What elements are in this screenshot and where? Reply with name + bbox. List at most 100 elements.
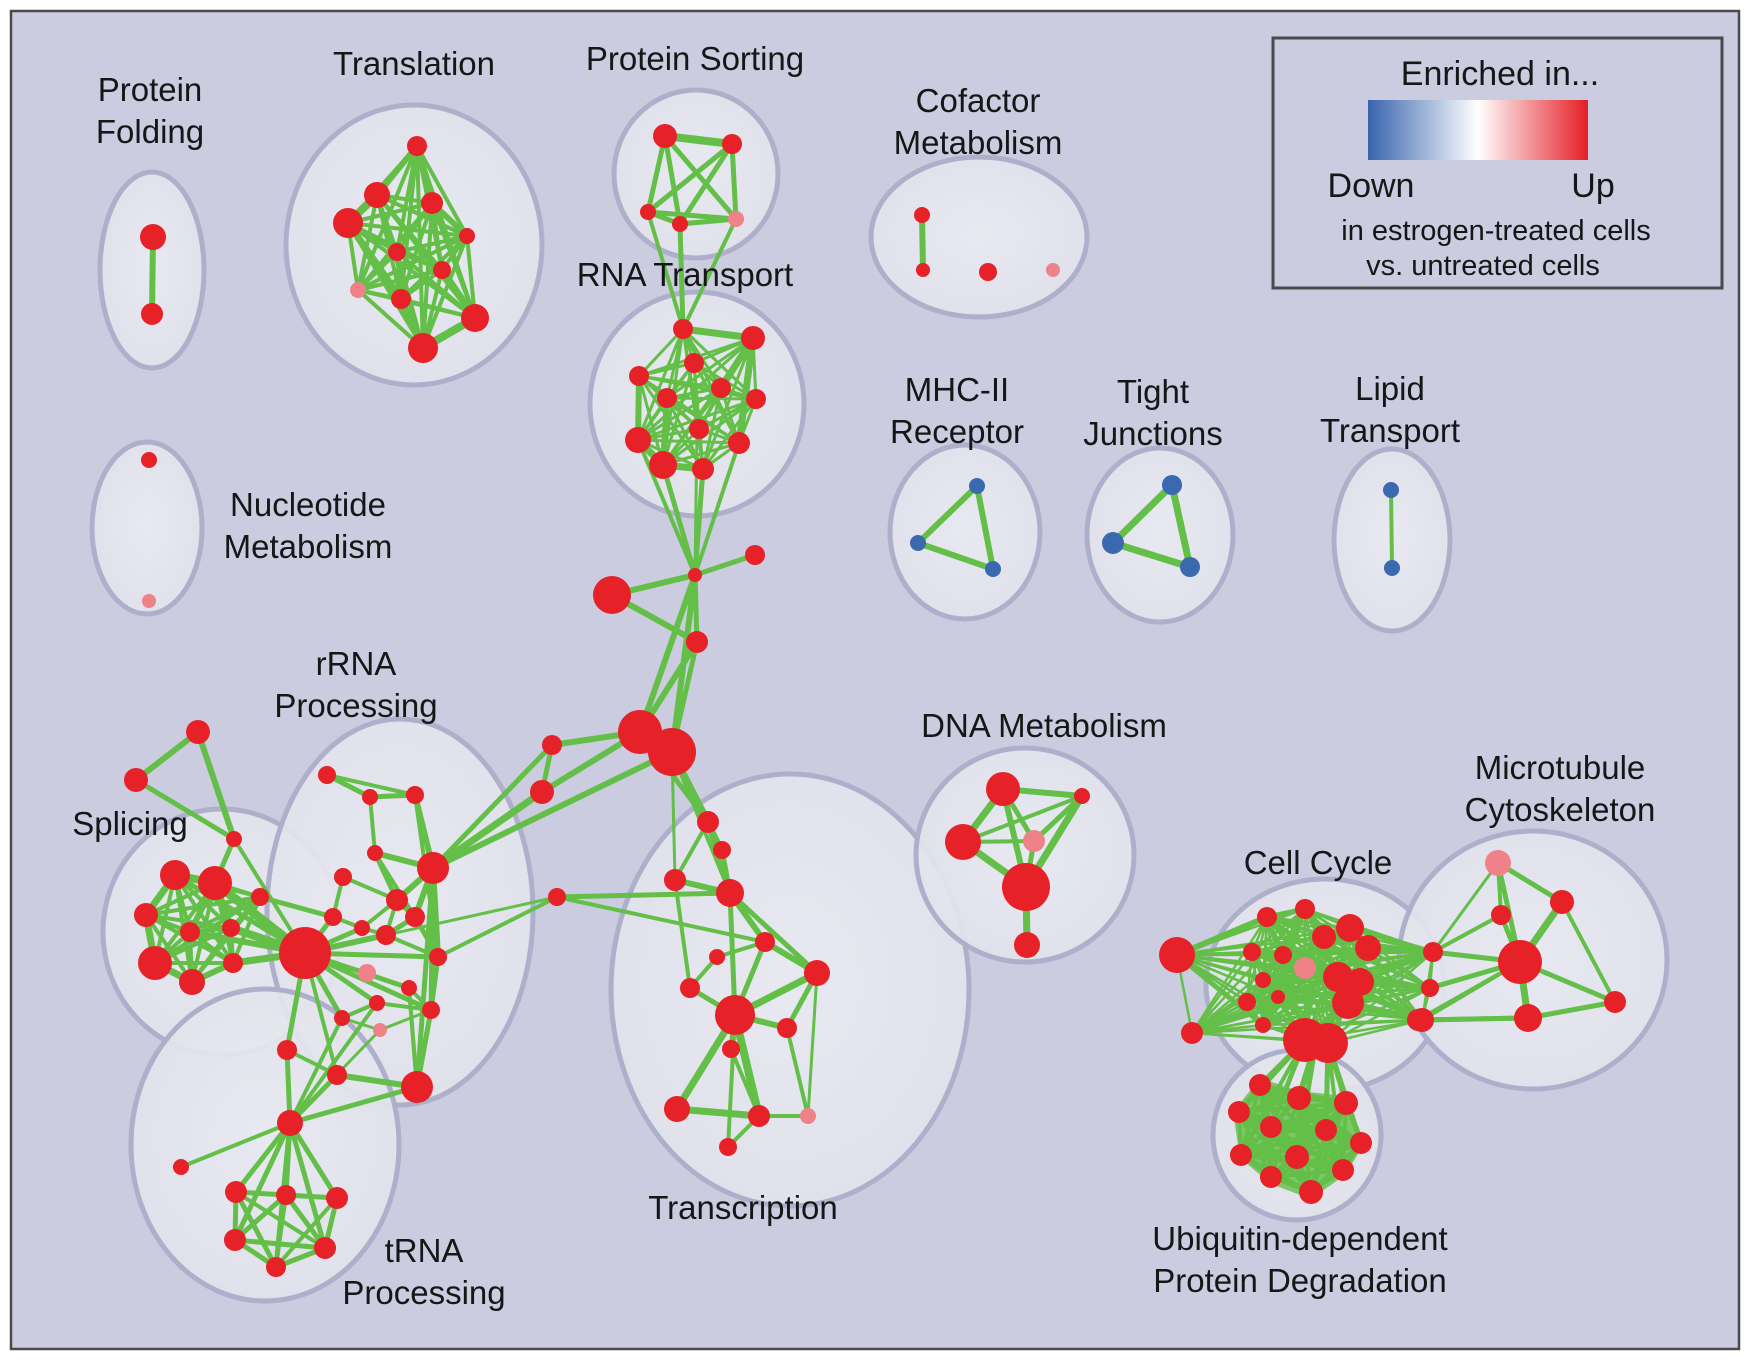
gene-set-node-translation <box>407 136 427 156</box>
edge-rrna-processing <box>414 865 436 1090</box>
edge-mhc-ii-receptor <box>915 483 980 546</box>
cluster-label-cofactor-metabolism: Metabolism <box>894 124 1063 161</box>
gene-set-node-transcription <box>715 995 755 1035</box>
edge-cell-cycle <box>1190 915 1269 1035</box>
cluster-label-tight-junctions: Tight <box>1117 373 1189 410</box>
inter-cluster-edge <box>407 986 419 1089</box>
gene-set-node-cell-cycle <box>1159 937 1195 973</box>
gene-set-node-microtubule-cytoskeleton <box>1407 1009 1429 1031</box>
gene-set-node-transcription <box>755 932 775 952</box>
edge-protein-sorting <box>662 133 683 227</box>
gene-set-node-tight-junctions <box>1180 557 1200 577</box>
cluster-labels-layer: Protein Folding Translation Protein Sorting… <box>72 40 1655 1311</box>
edge-translation <box>344 219 405 303</box>
edge-tight-junctions <box>1168 481 1194 571</box>
inter-cluster-edge <box>288 1001 379 1125</box>
gene-set-node-ubiquitin-degradation <box>1350 1132 1372 1154</box>
gene-set-node-rrna-processing <box>376 925 396 945</box>
gene-set-node-lipid-transport <box>1383 482 1399 498</box>
gene-set-node-rrna-processing <box>367 845 383 861</box>
gene-set-node-trna-processing <box>173 1159 189 1175</box>
edge-translation <box>356 144 419 292</box>
gene-set-node-splicing <box>180 922 200 942</box>
gene-set-node-rna-transport <box>657 388 677 408</box>
cluster-label-ubiquitin-degradation: Ubiquitin-dependent <box>1152 1220 1447 1257</box>
gene-set-node-translation <box>408 333 438 363</box>
edge-cell-cycle <box>1261 1018 1424 1027</box>
gene-set-node-trna-processing <box>224 1229 246 1251</box>
gene-set-node-rna-transport <box>673 319 693 339</box>
edge-cofactor-metabolism <box>919 212 926 273</box>
gene-set-node-transcription <box>722 1040 740 1058</box>
gene-set-node-rna-transport <box>728 432 750 454</box>
gene-set-node-rna-transport <box>689 419 709 439</box>
gene-set-node-trna-processing <box>225 1181 247 1203</box>
edge-mhc-ii-receptor <box>974 483 996 572</box>
edge-protein-sorting <box>645 133 668 215</box>
gene-set-node-dna-metabolism <box>1002 863 1050 911</box>
gene-set-node-rrna-processing <box>417 852 449 884</box>
edge-transcription <box>727 890 820 976</box>
gene-set-node-translation <box>421 192 443 214</box>
edge-translation <box>356 268 444 292</box>
gene-set-node-rna-transport <box>684 353 704 373</box>
gene-set-node-rrna-processing <box>401 1071 433 1103</box>
edge-protein-sorting <box>729 141 739 222</box>
gene-set-node-ubiquitin-degradation <box>1332 1159 1354 1181</box>
cluster-label-rrna-processing: rRNA <box>316 645 397 682</box>
gene-set-node-rrna-processing <box>373 1023 387 1037</box>
gene-set-node-cell-cycle <box>1332 987 1364 1019</box>
gene-set-node-splicing <box>251 888 269 906</box>
edge-translation <box>395 250 477 320</box>
gene-set-node-ubiquitin-degradation <box>1299 1180 1323 1204</box>
gene-set-node-ubiquitin-degradation <box>1260 1116 1282 1138</box>
edge-ubiquitin-degradation <box>1269 1141 1363 1179</box>
gene-set-node-transcription <box>777 1018 797 1038</box>
gene-set-node-transcription <box>709 949 725 965</box>
edge-rrna-processing <box>368 795 377 855</box>
cluster-label-lipid-transport: Lipid <box>1355 370 1425 407</box>
gene-set-node-protein-sorting <box>722 134 742 154</box>
legend-gradient-bar <box>1368 100 1588 160</box>
gene-set-node-translation <box>459 228 475 244</box>
gene-set-node-rna-transport <box>629 366 649 386</box>
gene-set-node-tight-junctions <box>1162 475 1182 495</box>
cluster-label-nucleotide-metabolism: Metabolism <box>224 528 393 565</box>
gene-set-node-transcription <box>664 1096 690 1122</box>
gene-set-node-trna-processing <box>266 1257 286 1277</box>
cluster-label-splicing: Splicing <box>72 805 188 842</box>
edge-rna-transport <box>636 386 723 442</box>
edge-cell-cycle <box>1250 907 1307 954</box>
cluster-ellipse-mhc-ii-receptor <box>887 442 1043 622</box>
gene-set-node-dna-metabolism <box>1023 830 1045 852</box>
inter-cluster-edge <box>1419 1015 1531 1023</box>
cluster-label-nucleotide-metabolism: Nucleotide <box>230 486 386 523</box>
edge-translation <box>430 201 477 320</box>
gene-set-node-rrna-processing <box>334 1010 350 1026</box>
inter-cluster-edge <box>430 742 555 871</box>
gene-set-node-protein-sorting <box>728 211 744 227</box>
legend-down-label: Down <box>1328 167 1415 205</box>
gene-set-node-microtubule-cytoskeleton <box>1491 905 1511 925</box>
gene-set-node-translation <box>364 182 390 208</box>
gene-set-node-rrna-processing <box>386 889 408 911</box>
edge-rna-transport <box>735 334 757 447</box>
edge-connectors <box>692 552 758 578</box>
edge-transcription <box>673 878 692 990</box>
gene-set-node-splicing <box>223 953 243 973</box>
cluster-label-ubiquitin-degradation: Protein Degradation <box>1153 1262 1447 1299</box>
cluster-label-protein-folding: Protein <box>98 71 203 108</box>
gene-set-node-microtubule-cytoskeleton <box>1514 1004 1542 1032</box>
inter-cluster-edge <box>1431 861 1500 954</box>
gene-set-node-rna-transport <box>649 451 677 479</box>
legend-caption-line2: vs. untreated cells <box>1366 250 1600 282</box>
gene-set-node-splicing <box>179 969 205 995</box>
gene-set-node-dna-metabolism <box>945 824 981 860</box>
gene-set-node-trna-processing <box>277 1110 303 1136</box>
cluster-label-microtubule-cytoskeleton: Microtubule <box>1475 749 1646 786</box>
gene-set-node-microtubule-cytoskeleton <box>1485 850 1511 876</box>
cluster-label-cell-cycle: Cell Cycle <box>1244 844 1393 881</box>
gene-set-node-rna-transport <box>741 326 765 350</box>
